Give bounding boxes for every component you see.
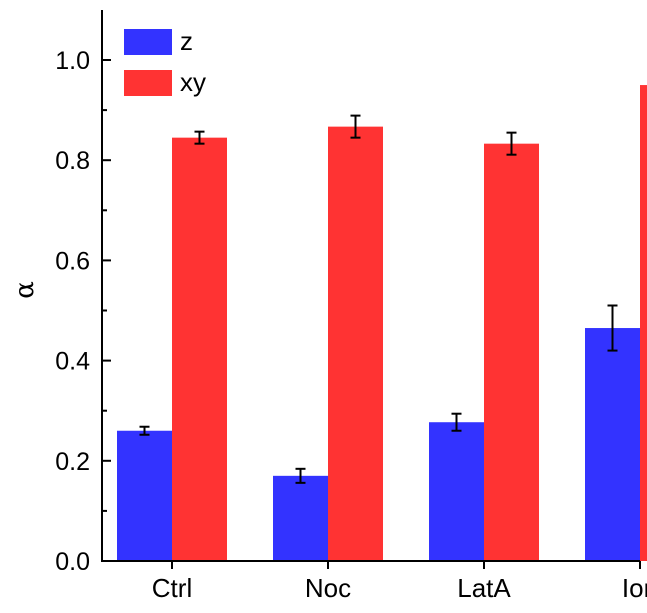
error-bar bbox=[350, 114, 361, 139]
bar-z-noc bbox=[273, 475, 328, 561]
legend-swatch-xy bbox=[124, 70, 172, 96]
y-axis-label: α bbox=[10, 281, 40, 299]
error-bar bbox=[295, 467, 306, 484]
error-bar bbox=[607, 304, 618, 352]
legend-label-xy: xy bbox=[180, 67, 206, 97]
x-tick-label: LatA bbox=[457, 573, 511, 603]
bar-xy-ion bbox=[640, 85, 647, 562]
bar-xy-lata bbox=[484, 143, 539, 562]
y-axis-ticks: 0.0 0.2 0.4 0.6 0.8 1.0 bbox=[55, 47, 111, 576]
y-tick-label: 0.4 bbox=[55, 348, 90, 376]
bar-xy-noc bbox=[328, 126, 383, 562]
error-bar bbox=[451, 412, 462, 432]
x-tick-label: Ion bbox=[622, 573, 647, 603]
x-tick-label: Ctrl bbox=[152, 573, 192, 603]
x-axis-ticks: Ctrl Noc LatA Ion bbox=[152, 561, 647, 603]
legend-label-z: z bbox=[180, 26, 193, 56]
legend: z xy bbox=[124, 26, 206, 97]
error-bar bbox=[139, 425, 150, 436]
error-bar bbox=[194, 130, 205, 145]
x-tick-label: Noc bbox=[305, 573, 351, 603]
y-tick-label: 0.0 bbox=[55, 548, 90, 576]
y-tick-label: 1.0 bbox=[55, 47, 90, 75]
bar-z-ctrl bbox=[117, 430, 172, 561]
error-bar bbox=[506, 131, 517, 156]
legend-swatch-z bbox=[124, 29, 172, 55]
bar-z-lata bbox=[429, 422, 484, 561]
y-tick-label: 0.6 bbox=[55, 247, 90, 275]
y-tick-label: 0.8 bbox=[55, 147, 90, 175]
plot-area bbox=[117, 85, 647, 562]
y-tick-label: 0.2 bbox=[55, 448, 90, 476]
bar-z-ion bbox=[585, 328, 640, 561]
bar-xy-ctrl bbox=[172, 137, 227, 561]
